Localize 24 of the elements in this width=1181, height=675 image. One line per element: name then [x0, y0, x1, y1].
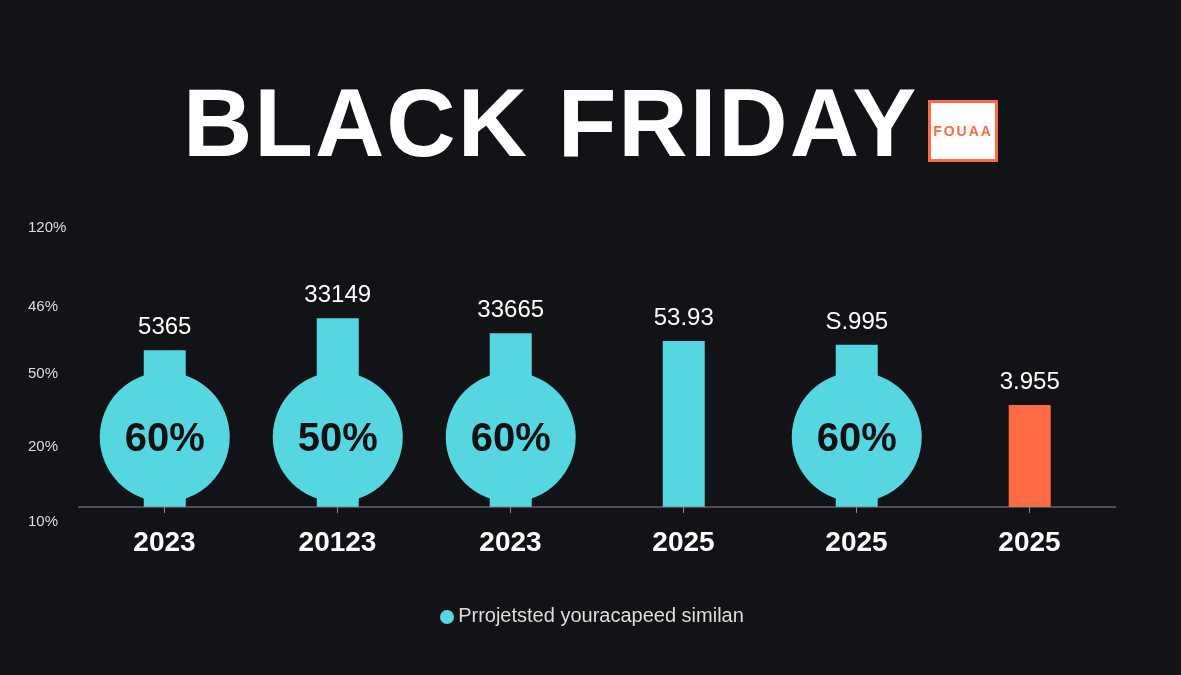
- text: 120%: [28, 218, 67, 235]
- annotation: 60%: [816, 415, 897, 459]
- x-tick-label: 2025: [998, 525, 1061, 557]
- chart-title: BLACK FRIDAY: [183, 69, 919, 176]
- text: 46%: [28, 297, 59, 314]
- x-tick-label: 2023: [479, 525, 542, 557]
- annotation: 3.955: [999, 367, 1060, 395]
- x-tick-label: 2025: [825, 525, 888, 557]
- annotation: 53.93: [653, 302, 714, 330]
- annotation: 50%: [297, 415, 378, 459]
- text: 50%: [28, 364, 59, 381]
- text: 10%: [28, 512, 59, 529]
- x-tick-label: 2025: [652, 525, 715, 557]
- annotation: 33665: [477, 295, 545, 323]
- x-tick-label: 20123: [298, 525, 377, 557]
- x-tick-label: 2023: [133, 525, 196, 557]
- legend-label: Prrojetsted youracapeed similan: [458, 604, 744, 626]
- text: FOUAA: [928, 99, 998, 162]
- text: 20%: [28, 437, 59, 454]
- annotation: S.995: [825, 306, 889, 334]
- annotation: 5365: [138, 312, 192, 340]
- annotation: 60%: [124, 415, 205, 459]
- annotation: 60%: [470, 415, 551, 459]
- text: 33149: [304, 280, 372, 308]
